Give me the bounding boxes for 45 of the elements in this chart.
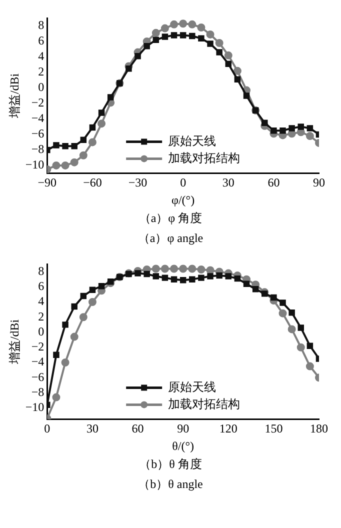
y-tick-label: 2 xyxy=(38,309,44,324)
text: （b）θ 角度 xyxy=(138,456,203,473)
x-tick-label: 60 xyxy=(268,176,280,190)
y-tick-label: 2 xyxy=(38,64,44,79)
y-tick-label: 0 xyxy=(38,80,44,94)
x-tick-label: 0 xyxy=(180,176,186,190)
y-tick-label: −4 xyxy=(31,111,44,126)
y-tick-label: −10 xyxy=(25,158,44,172)
y-tick-label: 4 xyxy=(38,294,44,308)
text: （a）φ angle xyxy=(136,230,204,247)
y-tick-label: 6 xyxy=(38,279,44,294)
x-tick-label: −90 xyxy=(38,176,57,190)
x-tick-label: 120 xyxy=(219,422,238,436)
y-tick-label: −2 xyxy=(31,96,44,110)
x-tick-label: 30 xyxy=(86,422,98,436)
legend-label: 加载对拓结构 xyxy=(168,150,240,165)
y-tick-label: −6 xyxy=(31,370,44,384)
y-tick-label: 8 xyxy=(38,264,44,278)
x-tick-label: 90 xyxy=(313,176,325,190)
x-tick-label: 150 xyxy=(264,422,283,436)
x-axis-title: φ/(°) xyxy=(172,192,195,207)
y-tick-label: 6 xyxy=(38,34,44,48)
legend-label: 原始天线 xyxy=(168,380,216,394)
x-tick-label: 90 xyxy=(177,422,190,436)
y-tick-label: −4 xyxy=(31,354,44,369)
text: （a）φ 角度 xyxy=(138,210,204,227)
y-tick-label: −8 xyxy=(31,142,44,156)
y-axis-title: 增益/dBi xyxy=(7,318,22,366)
x-tick-label: −30 xyxy=(128,176,148,190)
x-tick-label: 180 xyxy=(310,422,328,436)
y-tick-label: −10 xyxy=(25,400,44,414)
y-tick-label: 0 xyxy=(38,324,44,338)
x-tick-label: 30 xyxy=(222,176,234,190)
y-tick-label: 4 xyxy=(38,49,44,64)
legend-label: 原始天线 xyxy=(168,134,216,148)
y-tick-label: 8 xyxy=(38,18,44,32)
y-tick-label: −8 xyxy=(31,384,44,399)
y-tick-label: −6 xyxy=(31,126,44,141)
y-axis-title: 增益/dBi xyxy=(7,72,22,120)
x-axis-title: θ/(°) xyxy=(172,438,194,453)
x-tick-label: −60 xyxy=(83,176,102,190)
legend-label: 加载对拓结构 xyxy=(168,396,240,411)
text: （b）θ angle xyxy=(137,476,204,493)
y-tick-label: −2 xyxy=(31,340,44,354)
x-tick-label: 60 xyxy=(132,422,144,436)
